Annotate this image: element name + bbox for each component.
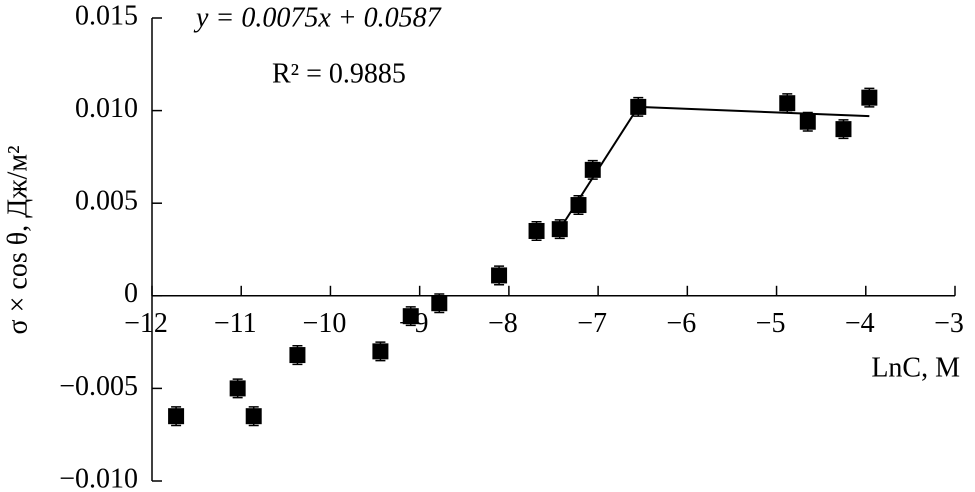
point xyxy=(491,267,508,284)
y-tick-label: 0.005 xyxy=(75,186,138,217)
point xyxy=(779,95,796,112)
y-tick-label: 0.010 xyxy=(75,93,138,124)
point xyxy=(289,347,306,364)
x-tick-label: −5 xyxy=(756,308,786,339)
x-axis-label: LnC, M xyxy=(871,352,960,383)
point xyxy=(570,197,587,214)
x-tick-label: −12 xyxy=(124,308,168,339)
point xyxy=(835,121,852,138)
y-tick-label: −0.005 xyxy=(59,371,138,402)
point xyxy=(431,295,448,312)
point xyxy=(861,89,878,106)
point xyxy=(168,408,185,425)
x-tick-label: −3 xyxy=(934,308,964,339)
point xyxy=(245,408,262,425)
x-tick-label: −4 xyxy=(845,308,875,339)
point xyxy=(799,113,816,130)
r-squared: R² = 0.9885 xyxy=(272,58,406,89)
point xyxy=(630,98,647,115)
x-tick-label: −10 xyxy=(303,308,347,339)
point xyxy=(229,380,246,397)
point xyxy=(584,161,601,178)
point xyxy=(402,308,419,325)
point xyxy=(528,222,545,239)
y-tick-label: −0.010 xyxy=(59,463,138,492)
fit-equation: y = 0.0075x + 0.0587 xyxy=(193,2,442,33)
y-tick-label: 0.015 xyxy=(75,0,138,31)
x-tick-label: −6 xyxy=(666,308,696,339)
x-tick-label: −8 xyxy=(488,308,518,339)
point xyxy=(372,343,389,360)
fit-line xyxy=(638,105,870,118)
x-tick-label: −7 xyxy=(577,308,607,339)
y-tick-label: 0 xyxy=(124,278,138,309)
y-axis-label: σ × cos θ, Дж/м² xyxy=(2,146,33,335)
x-tick-label: −11 xyxy=(214,308,257,339)
point xyxy=(551,221,568,238)
